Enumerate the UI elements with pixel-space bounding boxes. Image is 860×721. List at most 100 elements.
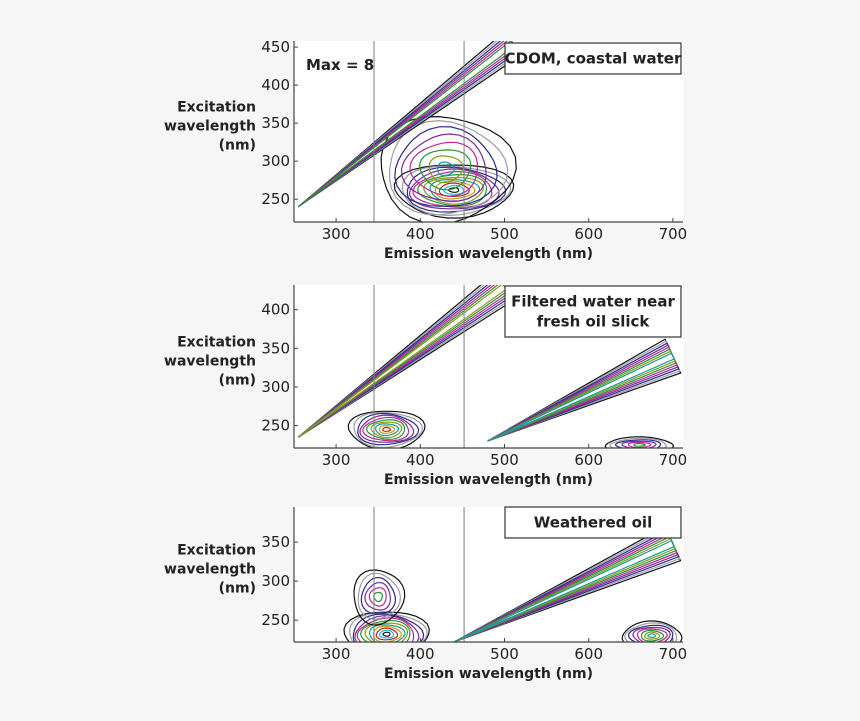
x-axis-label: Emission wavelength (nm): [384, 246, 593, 262]
contour-line: [604, 436, 675, 448]
contours: [343, 525, 683, 642]
contour-line: [423, 176, 485, 205]
panel-title: fresh oil slick: [537, 313, 651, 331]
contour-line: [487, 352, 676, 442]
x-axis-label: Emission wavelength (nm): [384, 666, 593, 682]
x-tick-label: 300: [322, 645, 351, 663]
title-box: [504, 506, 682, 539]
y-tick-label: 300: [261, 152, 290, 170]
contour-line: [394, 126, 498, 207]
y-tick-label: 300: [261, 378, 290, 396]
title-box: [504, 285, 682, 338]
contour-line: [614, 439, 661, 448]
contour-line: [353, 411, 424, 448]
contour-line: [633, 443, 646, 447]
contour-line: [364, 622, 409, 642]
contour-line: [647, 633, 657, 638]
y-axis-label: (nm): [219, 138, 256, 154]
y-axis-label: Excitation: [177, 335, 256, 351]
contour-line: [378, 629, 395, 639]
y-axis-label: wavelength: [164, 119, 256, 135]
contour-line: [621, 620, 683, 642]
contour-line: [368, 624, 406, 642]
x-tick-label: 600: [574, 225, 603, 243]
y-tick-label: 250: [261, 611, 290, 629]
contour-line: [401, 165, 512, 217]
contour-line: [382, 631, 391, 637]
contour-line: [453, 539, 676, 642]
contour-line: [374, 423, 399, 437]
panel-3: 300 400 500 600 700 250 300 350 Emission wavelen…: [164, 506, 687, 682]
contour-line: [627, 624, 674, 642]
contour-line: [375, 627, 399, 641]
y-tick-label: 350: [261, 114, 290, 132]
y-tick-label: 450: [261, 38, 290, 56]
x-axis-label: Emission wavelength (nm): [384, 472, 593, 488]
x-tick-label: 500: [490, 225, 519, 243]
max-annotation: Max = 8: [306, 56, 374, 74]
contour-line: [436, 161, 456, 176]
x-tick-label: 300: [322, 451, 351, 469]
contour-line: [360, 576, 397, 615]
contour-line: [359, 414, 415, 443]
contour-line: [640, 629, 665, 642]
y-tick-label: 250: [261, 417, 290, 435]
y-tick-label: 400: [261, 301, 290, 319]
contour-line: [419, 149, 472, 191]
contour-line: [365, 419, 406, 441]
y-axis-label: Excitation: [177, 100, 256, 116]
panel-2: 300 400 500 600 700 250 300 350 400 Emission wave…: [164, 285, 688, 488]
y-axis-label: (nm): [219, 373, 256, 389]
panel-1: 300 400 500 600 700 250 300 350 400 450 Emission w…: [164, 38, 687, 262]
contour-line: [357, 572, 402, 620]
title-box: [504, 42, 682, 75]
contour-line: [382, 426, 392, 432]
contour-line: [349, 612, 428, 642]
contour-line: [393, 164, 515, 219]
contour-line: [416, 173, 487, 207]
contour-line: [409, 141, 478, 197]
contour-line: [627, 441, 652, 448]
contour-line: [353, 569, 406, 626]
contour-line: [356, 617, 415, 642]
contour-line: [408, 168, 500, 210]
contour-line: [388, 119, 509, 216]
contour-line: [343, 611, 430, 642]
x-tick-label: 400: [406, 645, 435, 663]
y-axis-label: wavelength: [164, 562, 256, 578]
contour-line: [347, 410, 426, 448]
contour-line: [368, 587, 387, 607]
x-tick-label: 400: [406, 225, 435, 243]
contour-line: [354, 615, 420, 642]
x-tick-label: 400: [406, 451, 435, 469]
panel-title: Filtered water near: [511, 293, 675, 311]
x-tick-label: 500: [490, 451, 519, 469]
y-tick-label: 350: [261, 533, 290, 551]
panel-title: CDOM, coastal water: [505, 50, 682, 68]
contour-line: [370, 421, 403, 439]
contour-line: [372, 625, 403, 642]
contour-line: [624, 622, 678, 642]
contour-line: [609, 437, 667, 448]
contour-line: [428, 155, 464, 184]
x-tick-label: 700: [659, 451, 688, 469]
y-tick-label: 400: [261, 76, 290, 94]
contour-line: [378, 424, 396, 434]
y-tick-label: 350: [261, 339, 290, 357]
contour-line: [400, 133, 487, 202]
x-tick-label: 600: [574, 451, 603, 469]
panel-title: Weathered oil: [534, 514, 652, 532]
y-tick-label: 250: [261, 190, 290, 208]
y-axis-label: (nm): [219, 581, 256, 597]
x-tick-label: 300: [322, 225, 351, 243]
contour-line: [352, 613, 425, 642]
x-tick-label: 500: [490, 645, 519, 663]
contour-line: [362, 416, 410, 442]
x-tick-label: 600: [574, 645, 603, 663]
y-axis-label: Excitation: [177, 543, 256, 559]
contour-line: [364, 581, 392, 611]
contour-line: [621, 440, 657, 448]
contour-line: [380, 115, 517, 222]
y-axis-label: wavelength: [164, 354, 256, 370]
